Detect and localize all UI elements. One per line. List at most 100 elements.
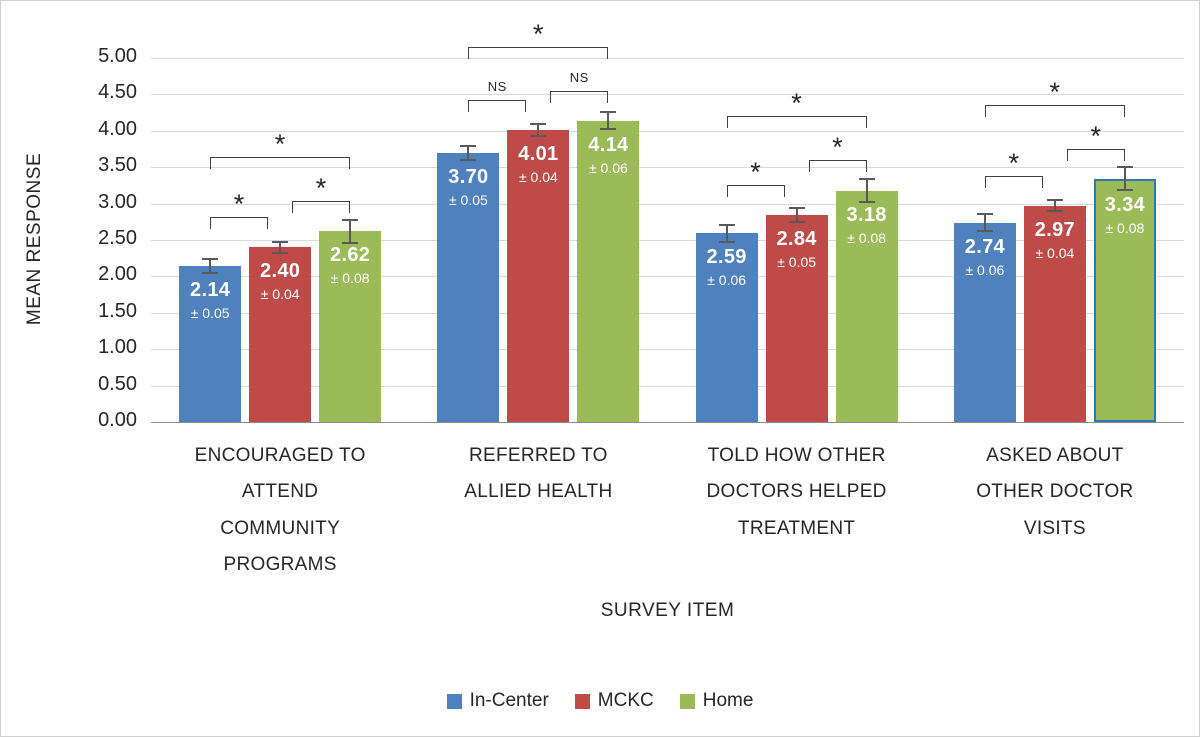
significance-label: * — [1090, 120, 1102, 151]
error-bar-cap — [858, 200, 875, 203]
bar-value-label: 2.74 ± 0.06 — [954, 236, 1016, 278]
significance-label: NS — [569, 69, 589, 85]
bar-in-center: 3.70 ± 0.05 — [437, 152, 500, 422]
significance-label: * — [315, 173, 327, 204]
bars-row: 2.14 ± 0.05 2.40 ± 0.04 2.62 ± 0.08 — [151, 231, 409, 422]
significance-label: * — [791, 88, 802, 119]
bar-home: 2.62 ± 0.08 — [319, 231, 382, 422]
y-tick-label: 2.50 — [98, 227, 137, 249]
bar-value-label: 2.97 ± 0.04 — [1024, 219, 1086, 261]
bar-value-label: 3.70 ± 0.05 — [437, 166, 499, 208]
error-bar-cap — [272, 251, 288, 254]
bar-home: 3.34 ± 0.08 — [1093, 178, 1156, 422]
bar-error-text: ± 0.06 — [588, 159, 628, 176]
bar-value-label: 2.59 ± 0.06 — [696, 246, 758, 288]
bar-value: 2.74 — [964, 235, 1005, 258]
legend-label: Home — [702, 690, 754, 711]
y-tick-label: 0.00 — [98, 409, 137, 431]
error-bar — [795, 208, 798, 223]
significance-bracket — [550, 90, 609, 103]
error-bar — [209, 259, 211, 274]
x-axis-title: SURVEY ITEM — [600, 600, 735, 621]
legend-swatch — [679, 693, 695, 709]
error-bar — [983, 213, 986, 232]
bar-group: 2.74 ± 0.06 2.97 ± 0.04 3.34 ± 0.08 * * * — [926, 58, 1184, 422]
y-tick-label: 4.00 — [98, 118, 137, 140]
bar-error-text: ± 0.05 — [777, 254, 817, 271]
legend-label: In-Center — [469, 690, 549, 711]
legend-item-in-center: In-Center — [446, 690, 549, 712]
error-bar — [467, 145, 470, 160]
significance-label: * — [832, 132, 843, 163]
error-bar-cap — [530, 134, 547, 137]
legend: In-Center MCKC Home — [1, 690, 1199, 712]
gridline — [151, 131, 1184, 132]
significance-bracket — [210, 217, 268, 230]
bar-value-label: 2.62 ± 0.08 — [319, 244, 381, 286]
gridline — [151, 94, 1184, 95]
category-label: TOLD HOW OTHER DOCTORS HELPED TREATMENT — [706, 445, 887, 539]
bar-error-text: ± 0.04 — [1035, 244, 1075, 261]
bar-in-center: 2.74 ± 0.06 — [953, 222, 1016, 422]
significance-label: * — [233, 189, 245, 220]
y-tick-label: 3.00 — [98, 191, 137, 213]
error-bar-cap — [976, 230, 993, 233]
category-labels: ENCOURAGED TO ATTEND COMMUNITY PROGRAMS R… — [151, 438, 1184, 584]
error-bar — [725, 224, 728, 242]
bar-value-label: 4.14 ± 0.06 — [577, 134, 639, 176]
error-bar-cap — [342, 241, 358, 244]
significance-bracket — [984, 175, 1043, 188]
bar-mckc: 4.01 ± 0.04 — [507, 130, 570, 422]
significance-bracket — [292, 201, 350, 214]
legend-item-mckc: MCKC — [574, 690, 654, 712]
error-bar-cap — [1046, 210, 1063, 213]
bar-error-text: ± 0.08 — [1105, 219, 1145, 236]
significance-bracket — [984, 104, 1125, 117]
bar-home: 3.18 ± 0.08 — [835, 190, 898, 422]
bar-error-text: ± 0.04 — [518, 169, 558, 186]
bar-in-center: 2.14 ± 0.05 — [179, 266, 242, 422]
bar-error-text: ± 0.05 — [448, 191, 488, 208]
bar-value-label: 2.40 ± 0.04 — [249, 260, 311, 302]
bars-row: 2.59 ± 0.06 2.84 ± 0.05 3.18 ± 0.08 — [668, 190, 926, 422]
bar-value: 2.40 — [260, 260, 301, 283]
error-bar-cap — [460, 158, 477, 161]
error-bar-cap — [718, 241, 735, 243]
error-bar-cap — [202, 258, 218, 261]
error-bar — [607, 112, 610, 130]
bars-row: 2.74 ± 0.06 2.97 ± 0.04 3.34 ± 0.08 — [926, 178, 1184, 422]
error-bar-cap — [976, 212, 993, 215]
significance-label: * — [274, 129, 286, 160]
significance-label: * — [1049, 76, 1061, 107]
significance-bracket — [808, 160, 867, 173]
category-label: ASKED ABOUT OTHER DOCTOR VISITS — [976, 445, 1134, 539]
bar-value-label: 3.18 ± 0.08 — [836, 204, 898, 246]
bar-error-text: ± 0.05 — [190, 305, 230, 322]
bar-value: 2.62 — [330, 244, 371, 267]
bar-error-text: ± 0.04 — [260, 286, 300, 303]
error-bar — [1123, 167, 1126, 191]
error-bar — [865, 179, 868, 202]
y-tick-label: 3.50 — [98, 154, 137, 176]
legend-swatch — [574, 693, 590, 709]
bar-error-text: ± 0.06 — [707, 272, 747, 289]
plot-area: 5.00 4.50 4.00 3.50 3.00 2.50 2.00 1.50 1.00 0.50… — [98, 20, 1184, 431]
gridline — [151, 204, 1184, 205]
significance-label: * — [532, 18, 544, 49]
gridline — [151, 349, 1184, 350]
bar-group: 3.70 ± 0.05 4.01 ± 0.04 4.14 ± 0.06 NS NS * — [409, 20, 667, 422]
bar-home: 4.14 ± 0.06 — [577, 120, 640, 422]
bar-value: 4.01 — [518, 143, 559, 166]
bar-value: 4.14 — [588, 133, 629, 156]
bar-value: 2.59 — [706, 246, 747, 269]
bar-value: 2.84 — [776, 228, 817, 251]
bar-groups: 2.14 ± 0.05 2.40 ± 0.04 2.62 ± 0.08 * * * 3.70 ± 0… — [151, 20, 1184, 422]
error-bar-cap — [788, 207, 805, 210]
bar-error-text: ± 0.08 — [847, 229, 887, 246]
legend-swatch — [446, 693, 462, 709]
category-label: ENCOURAGED TO ATTEND COMMUNITY PROGRAMS — [194, 445, 366, 576]
y-axis-ticks: 5.00 4.50 4.00 3.50 3.00 2.50 2.00 1.50 1.00 0.50… — [51, 45, 137, 431]
bar-error-text: ± 0.06 — [965, 261, 1005, 278]
bar-group: 2.59 ± 0.06 2.84 ± 0.05 3.18 ± 0.08 * * * — [668, 58, 926, 422]
error-bar-cap — [1116, 189, 1133, 192]
